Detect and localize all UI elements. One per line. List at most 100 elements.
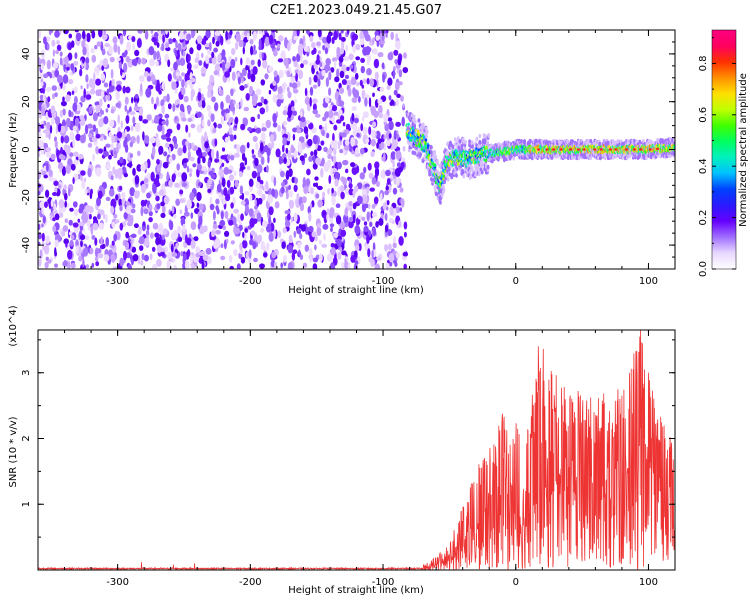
noise-cell bbox=[261, 52, 265, 59]
noise-cell bbox=[235, 41, 239, 51]
signal-halo bbox=[413, 123, 417, 129]
noise-cell bbox=[401, 116, 406, 127]
noise-cell bbox=[43, 73, 49, 79]
noise-cell bbox=[399, 207, 403, 212]
noise-cell bbox=[146, 75, 152, 82]
noise-cell bbox=[303, 186, 309, 194]
signal-halo bbox=[455, 173, 458, 178]
noise-cell bbox=[254, 157, 259, 167]
noise-cell bbox=[304, 244, 309, 252]
noise-cell bbox=[211, 51, 215, 59]
noise-cell bbox=[336, 238, 342, 247]
noise-cell bbox=[357, 215, 363, 220]
noise-cell bbox=[260, 241, 265, 250]
noise-cell bbox=[384, 244, 389, 252]
noise-cell bbox=[330, 242, 335, 248]
noise-cell bbox=[109, 56, 115, 63]
noise-cell bbox=[111, 221, 116, 228]
noise-cell bbox=[269, 134, 274, 143]
noise-cell bbox=[261, 127, 267, 132]
noise-cell bbox=[204, 131, 208, 142]
noise-cell bbox=[243, 106, 250, 112]
noise-cell bbox=[386, 200, 390, 206]
noise-cell bbox=[265, 223, 272, 233]
noise-cell bbox=[151, 119, 155, 124]
noise-cell bbox=[268, 232, 274, 242]
noise-cell bbox=[159, 189, 165, 196]
noise-cell bbox=[288, 168, 293, 178]
noise-cell bbox=[68, 109, 72, 118]
noise-cell bbox=[105, 213, 108, 224]
noise-cell bbox=[364, 183, 370, 188]
signal-halo bbox=[480, 170, 484, 175]
noise-cell bbox=[329, 217, 333, 224]
noise-cell bbox=[54, 247, 57, 257]
noise-cell bbox=[74, 52, 78, 59]
noise-cell bbox=[61, 166, 66, 176]
noise-cell bbox=[196, 35, 203, 44]
noise-cell bbox=[120, 67, 123, 76]
noise-cell bbox=[116, 131, 123, 139]
noise-cell bbox=[260, 79, 266, 86]
noise-cell bbox=[242, 117, 248, 127]
noise-cell bbox=[123, 62, 128, 73]
noise-cell bbox=[290, 144, 295, 154]
signal-halo bbox=[529, 139, 532, 144]
noise-cell bbox=[287, 150, 292, 159]
noise-cell bbox=[176, 49, 180, 56]
noise-cell bbox=[98, 112, 102, 118]
noise-cell bbox=[189, 156, 195, 162]
noise-cell bbox=[295, 72, 298, 82]
noise-cell bbox=[38, 152, 41, 157]
noise-cell bbox=[110, 143, 114, 150]
noise-cell bbox=[387, 52, 394, 61]
noise-cell bbox=[284, 220, 291, 228]
noise-cell bbox=[312, 84, 318, 89]
noise-cell bbox=[98, 222, 105, 230]
noise-cell bbox=[156, 203, 161, 210]
noise-cell bbox=[221, 162, 225, 167]
noise-cell bbox=[229, 30, 233, 36]
noise-cell bbox=[352, 214, 356, 224]
noise-cell bbox=[220, 114, 225, 125]
noise-cell bbox=[186, 199, 192, 210]
noise-cell bbox=[224, 210, 229, 219]
noise-cell bbox=[327, 188, 330, 195]
noise-cell bbox=[54, 239, 59, 248]
noise-cell bbox=[352, 202, 357, 210]
noise-cell bbox=[95, 89, 101, 97]
noise-cell bbox=[225, 94, 231, 104]
noise-cell bbox=[75, 245, 79, 254]
noise-cell bbox=[108, 131, 113, 138]
noise-cell bbox=[352, 190, 357, 195]
noise-cell bbox=[52, 192, 58, 196]
noise-cell bbox=[54, 140, 58, 149]
noise-cell bbox=[326, 208, 330, 215]
noise-cell bbox=[176, 123, 181, 131]
noise-cell bbox=[90, 188, 93, 195]
noise-cell bbox=[403, 231, 407, 238]
noise-cell bbox=[313, 149, 318, 157]
noise-cell bbox=[85, 94, 92, 100]
noise-cell bbox=[402, 146, 406, 152]
noise-cell bbox=[107, 104, 110, 108]
noise-cell bbox=[202, 151, 208, 158]
noise-cell bbox=[299, 202, 305, 212]
noise-cell bbox=[353, 250, 358, 258]
noise-cell bbox=[207, 159, 211, 168]
noise-cell bbox=[379, 192, 383, 202]
noise-cell bbox=[344, 258, 347, 265]
noise-cell bbox=[127, 264, 132, 269]
noise-cell bbox=[239, 144, 246, 154]
noise-cell bbox=[123, 250, 127, 261]
noise-cell bbox=[182, 145, 187, 154]
noise-cell bbox=[94, 256, 99, 262]
noise-cell bbox=[252, 66, 258, 75]
noise-cell bbox=[323, 233, 326, 241]
noise-cell bbox=[179, 209, 183, 215]
noise-cell bbox=[166, 93, 170, 103]
noise-cell bbox=[121, 166, 127, 175]
noise-cell bbox=[264, 36, 269, 47]
noise-cell bbox=[226, 154, 231, 160]
noise-cell bbox=[44, 261, 49, 269]
